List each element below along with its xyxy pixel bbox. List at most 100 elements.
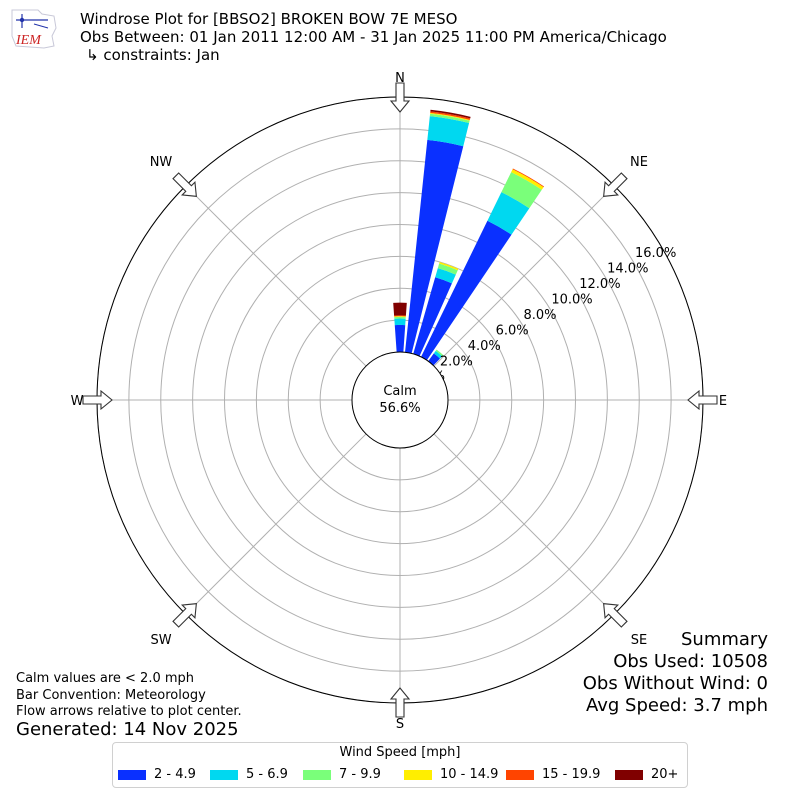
summary-title: Summary <box>681 629 768 650</box>
wind-bars <box>393 109 545 366</box>
legend-label: 15 - 19.9 <box>542 767 601 782</box>
legend-swatch <box>210 769 238 780</box>
flow-arrow-shape <box>389 82 411 113</box>
direction-label: W <box>71 394 84 409</box>
bar-segment <box>405 139 464 354</box>
svg-text:IEM: IEM <box>15 33 42 48</box>
direction-label: S <box>396 717 404 732</box>
bar-segment <box>433 350 443 359</box>
legend-swatch <box>506 769 534 780</box>
legend-swatch <box>118 769 146 780</box>
bar-segment <box>435 349 444 357</box>
direction-label: E <box>719 394 727 409</box>
calm-value: 56.6% <box>379 401 420 416</box>
bar-segment <box>394 316 406 318</box>
bar-segment <box>430 112 470 121</box>
radial-tick-label: 6.0% <box>496 323 529 338</box>
bar-segment <box>394 318 406 326</box>
direction-label: N <box>395 71 405 86</box>
bar-segment <box>429 113 470 124</box>
calm-definition: Calm values are < 2.0 mph <box>16 671 195 686</box>
radial-tick-label: 8.0% <box>523 308 556 323</box>
bar-segment <box>501 172 542 209</box>
legend-label: 7 - 9.9 <box>339 767 381 782</box>
calm-circle: Calm 56.6% <box>351 351 449 449</box>
flow-arrow <box>389 687 411 718</box>
flow-arrow <box>172 172 197 197</box>
bar-segment <box>413 277 452 357</box>
legend-label: 10 - 14.9 <box>440 767 499 782</box>
bar-segment <box>512 168 545 188</box>
bar-segment <box>437 263 458 275</box>
summary-obs-used: Obs Used: 10508 <box>613 651 768 672</box>
legend-item: 2 - 4.9 <box>118 767 196 782</box>
legend-item: 10 - 14.9 <box>404 767 498 782</box>
legend-label: 5 - 6.9 <box>246 767 288 782</box>
bar-segment <box>439 261 459 271</box>
flow-arrow <box>603 172 628 197</box>
legend-swatch <box>303 769 331 780</box>
direction-label: NW <box>150 155 173 170</box>
bar-segment <box>421 220 512 361</box>
legend-label: 2 - 4.9 <box>154 767 196 782</box>
flow-arrow-shape <box>82 389 113 411</box>
legend-item: 20+ <box>615 767 678 782</box>
calm-label: Calm <box>383 384 416 399</box>
flow-arrow-shape <box>687 389 718 411</box>
radial-tick-label: 2.0% <box>440 354 473 369</box>
calm-circle-shape <box>351 351 449 449</box>
bar-segment <box>430 111 471 120</box>
flow-arrow-shape <box>603 603 628 628</box>
grid-ring <box>192 192 608 608</box>
direction-labels: N NE E SE S SW W NW <box>71 71 728 732</box>
bar-segment <box>394 316 406 319</box>
flow-arrow-shape <box>172 172 197 197</box>
grid-ring <box>224 224 576 576</box>
flow-arrow <box>603 603 628 628</box>
flow-arrow-shape <box>603 172 628 197</box>
bar-segment <box>427 116 470 147</box>
summary-avg-speed: Avg Speed: 3.7 mph <box>586 695 768 716</box>
bar-segment <box>428 353 440 366</box>
plot-title: Windrose Plot for [BBSO2] BROKEN BOW 7E … <box>80 10 458 28</box>
flow-arrow <box>172 603 197 628</box>
bar-segment <box>511 169 544 190</box>
flow-arrow-shape <box>172 603 197 628</box>
radial-tick-label: 4.0% <box>468 339 501 354</box>
radial-tick-label: 14.0% <box>607 262 648 277</box>
flow-arrows-note: Flow arrows relative to plot center. <box>16 704 242 719</box>
radial-tick-label: 16.0% <box>635 246 676 261</box>
legend: Wind Speed [mph] 2 - 4.9 5 - 6.9 7 - 9.9 10… <box>112 742 688 788</box>
grid-ring <box>287 287 513 513</box>
generated-date: Generated: 14 Nov 2025 <box>16 719 239 740</box>
flow-arrow <box>687 389 718 411</box>
summary-obs-without-wind: Obs Without Wind: 0 <box>582 673 768 694</box>
flow-arrow <box>82 389 113 411</box>
legend-item: 5 - 6.9 <box>210 767 288 782</box>
bar-segment <box>487 192 530 235</box>
grid-ring <box>160 160 640 640</box>
flow-arrow <box>389 82 411 113</box>
legend-title: Wind Speed [mph] <box>339 745 461 760</box>
radial-tick-label: 10.0% <box>551 292 592 307</box>
grid-ring <box>128 128 672 672</box>
direction-label: SE <box>631 633 647 648</box>
bar-segment <box>394 315 406 317</box>
radial-tick-label: 12.0% <box>579 277 620 292</box>
bar-convention: Bar Convention: Meteorology <box>16 688 206 703</box>
direction-label: NE <box>630 155 648 170</box>
bar-segment <box>435 268 456 284</box>
grid-ring <box>255 255 545 545</box>
legend-swatch <box>615 769 643 780</box>
bar-segment <box>394 324 406 353</box>
constraints: ↳ constraints: Jan <box>86 46 220 64</box>
direction-label: SW <box>150 633 171 648</box>
legend-label: 20+ <box>651 767 679 782</box>
iem-logo: IEM <box>11 9 57 49</box>
flow-arrow-shape <box>389 687 411 718</box>
legend-item: 15 - 19.9 <box>506 767 600 782</box>
legend-swatch <box>404 769 432 780</box>
flow-arrows <box>82 82 718 718</box>
legend-item: 7 - 9.9 <box>303 767 381 782</box>
